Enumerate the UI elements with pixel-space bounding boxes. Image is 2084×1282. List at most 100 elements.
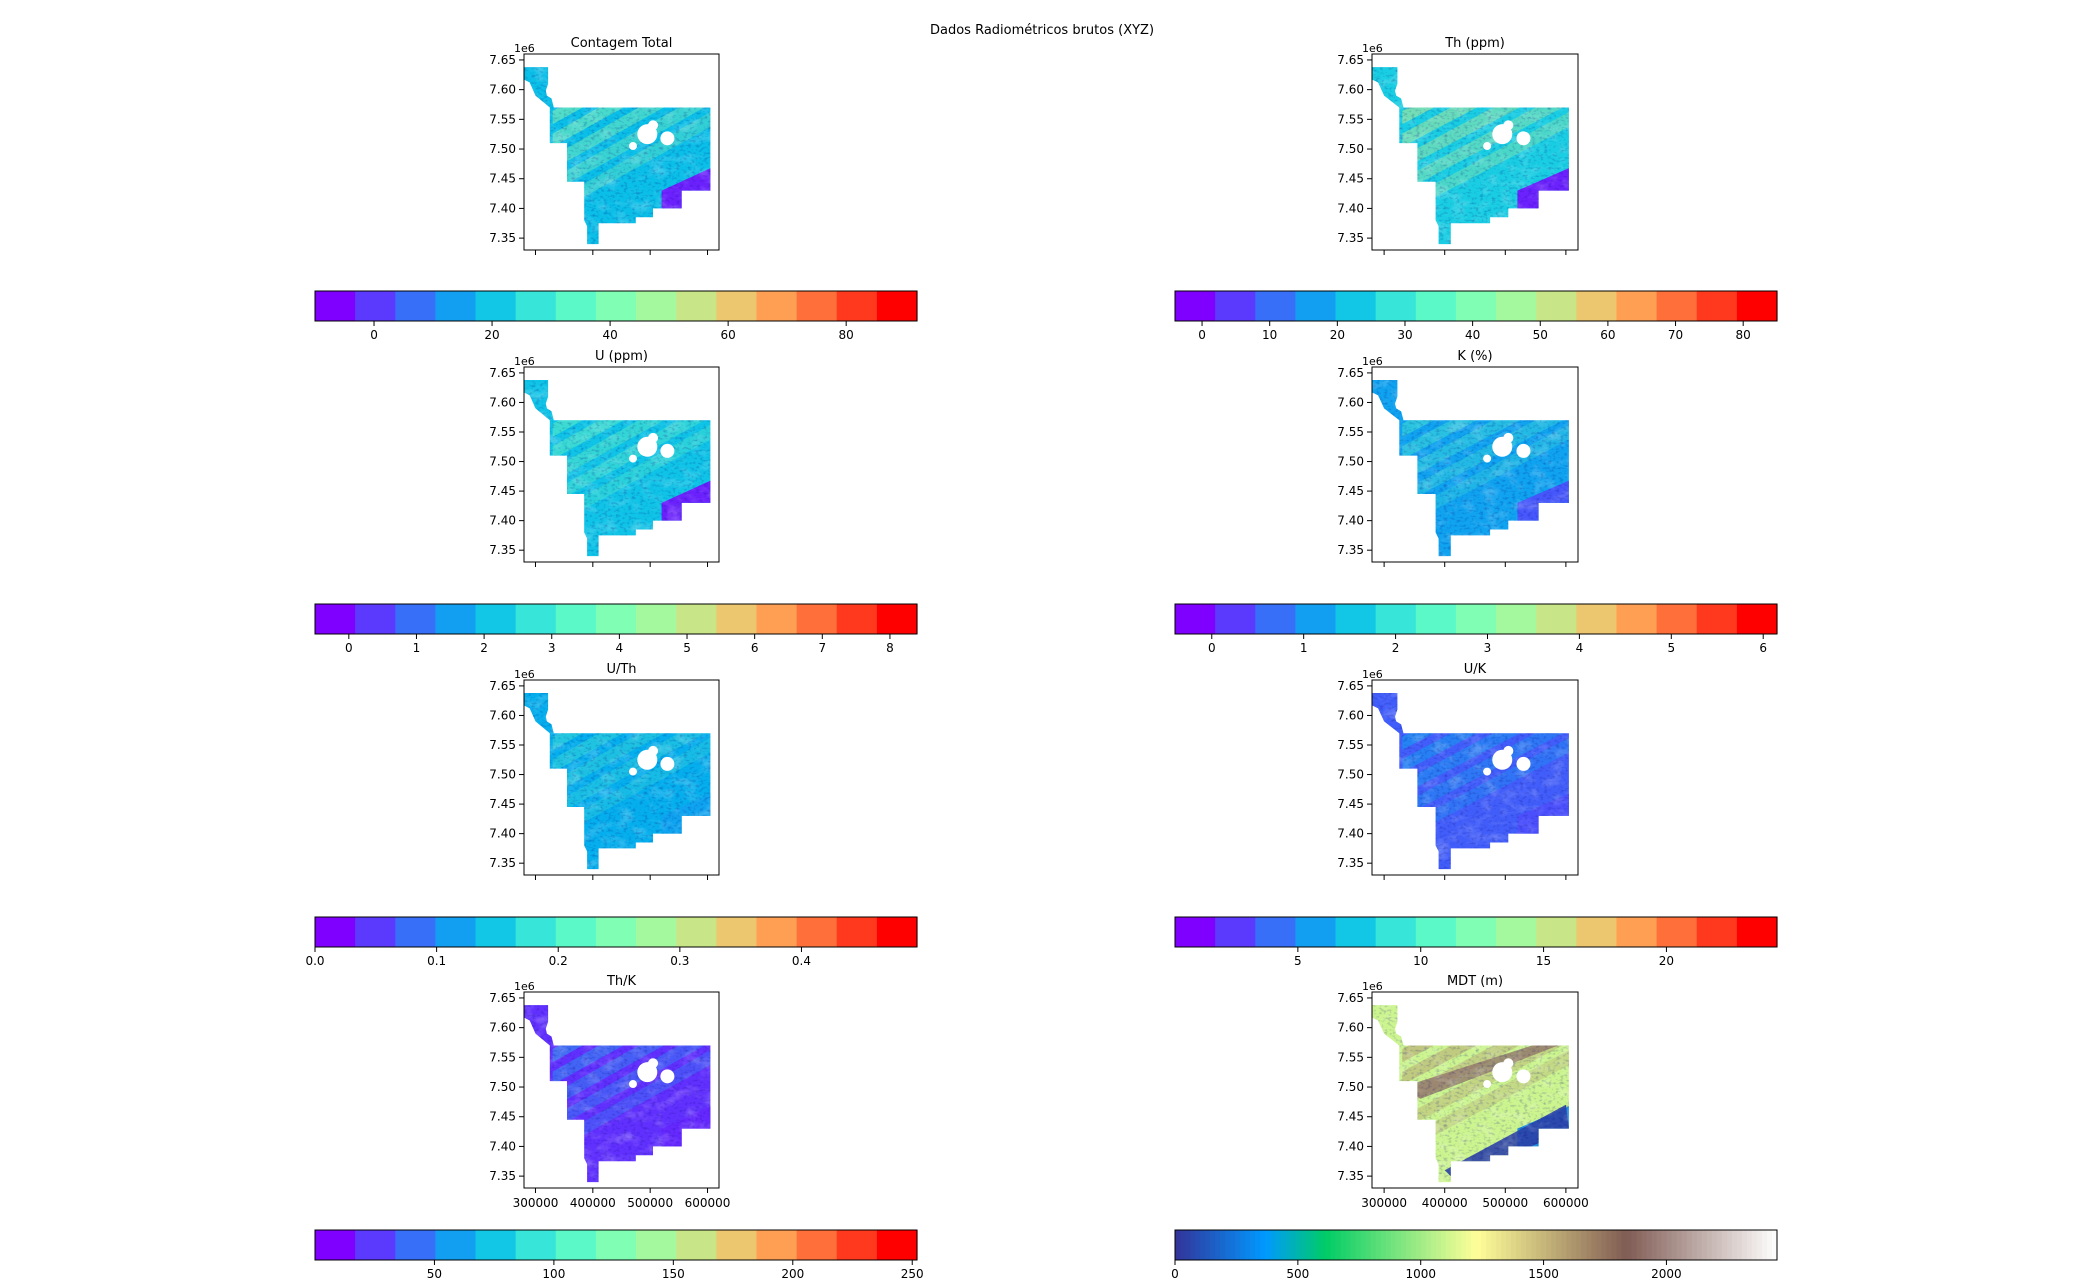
y-tick-label: 7.45 [1337, 172, 1364, 186]
suptitle: Dados Radiométricos brutos (XYZ) [930, 23, 1154, 38]
colorbar-segment [1455, 917, 1497, 947]
y-tick-label: 7.50 [489, 142, 516, 156]
colorbar-segment [1455, 291, 1497, 321]
y-tick-label: 7.40 [1337, 827, 1364, 841]
colorbar-tick-label: 30 [1397, 328, 1412, 342]
colorbar-segment [876, 291, 918, 321]
colorbar-tick-label: 80 [839, 328, 854, 342]
colorbar-segment [716, 1230, 758, 1260]
y-tick-label: 7.65 [489, 366, 516, 380]
colorbar-segment [1460, 1230, 1467, 1260]
colorbar-segment [435, 1230, 477, 1260]
colorbar-frame [314, 1229, 918, 1261]
colorbar-segment [1200, 1230, 1206, 1260]
colorbar-segment [1185, 1230, 1191, 1260]
map-image [1372, 67, 1569, 245]
colorbar-tick-label: 0.2 [549, 954, 568, 968]
colorbar-tick-label: 3 [548, 641, 556, 655]
colorbar-segment [1295, 604, 1337, 634]
y-exponent-label: 1e6 [1362, 668, 1383, 681]
colorbar-segment [315, 604, 356, 634]
colorbar-tick-label: 200 [781, 1267, 804, 1281]
colorbar-tick-label: 2 [480, 641, 488, 655]
colorbar-tick-label: 20 [1330, 328, 1345, 342]
colorbar-tick-label: 8 [886, 641, 894, 655]
colorbar-segment [1335, 604, 1377, 634]
colorbar-segment [1470, 1230, 1477, 1260]
colorbar-segment [1596, 1230, 1603, 1260]
x-tick-label: 600000 [1543, 1196, 1589, 1210]
colorbar-segment [1175, 291, 1216, 321]
colorbar-segment [475, 917, 517, 947]
y-tick-label: 7.40 [489, 201, 516, 215]
y-tick-label: 7.60 [1337, 83, 1364, 97]
colorbar-segment [1536, 1230, 1542, 1260]
colorbar-segment [355, 604, 396, 634]
panel-title: K (%) [1457, 349, 1492, 364]
colorbar-segment [1415, 917, 1457, 947]
colorbar-tick-label: 7 [818, 641, 826, 655]
colorbar-segment [836, 604, 878, 634]
colorbar-tick-label: 100 [542, 1267, 565, 1281]
colorbar-tick-label: 50 [1533, 328, 1548, 342]
y-tick-label: 7.35 [489, 543, 516, 557]
y-tick-label: 7.65 [1337, 679, 1364, 693]
colorbar-tick-label: 1000 [1405, 1267, 1436, 1281]
colorbar-segment [1686, 1230, 1693, 1260]
colorbar-segment [1761, 1230, 1768, 1260]
y-tick-label: 7.35 [489, 856, 516, 870]
colorbar-segment [395, 291, 436, 321]
y-tick-label: 7.40 [489, 1139, 516, 1153]
colorbar-segment [515, 917, 557, 947]
y-tick-label: 7.55 [1337, 738, 1364, 752]
colorbar-segment [315, 1230, 356, 1260]
colorbar-segment [796, 1230, 838, 1260]
map-image [524, 693, 711, 870]
y-tick-label: 7.60 [489, 395, 516, 409]
colorbar-segment [475, 1230, 517, 1260]
colorbar-segment [1325, 1230, 1332, 1260]
x-tick-label: 500000 [1482, 1196, 1528, 1210]
colorbar-segment [1380, 1230, 1387, 1260]
y-tick-label: 7.45 [489, 172, 516, 186]
panel-title: U/Th [606, 662, 636, 677]
colorbar-tick-label: 0.3 [670, 954, 689, 968]
colorbar-segment [1616, 291, 1658, 321]
colorbar-segment [1681, 1230, 1688, 1260]
colorbar-segment [1476, 1230, 1482, 1260]
colorbar-tick-label: 20 [484, 328, 499, 342]
axes-frame [523, 366, 720, 563]
colorbar-segment [1656, 291, 1698, 321]
colorbar-segment [1716, 1230, 1723, 1260]
colorbar-segment [1491, 1230, 1497, 1260]
colorbar-segment [1255, 917, 1296, 947]
colorbar-tick-label: 1 [1300, 641, 1308, 655]
y-tick-label: 7.55 [489, 1050, 516, 1064]
colorbar-segment [1335, 1230, 1342, 1260]
colorbar-segment [876, 604, 918, 634]
colorbar-segment [1656, 604, 1698, 634]
colorbar-segment [1656, 1230, 1663, 1260]
colorbar-segment [1225, 1230, 1231, 1260]
colorbar-segment [1591, 1230, 1597, 1260]
colorbar-segment [1265, 1230, 1271, 1260]
y-tick-label: 7.65 [1337, 991, 1364, 1005]
colorbar-segment [1696, 1230, 1703, 1260]
colorbar-segment [1616, 604, 1658, 634]
colorbar-segment [1651, 1230, 1658, 1260]
colorbar-segment [1536, 291, 1577, 321]
map-image [1372, 380, 1569, 557]
colorbar-frame [314, 916, 918, 948]
colorbar: 5 10 15 20 [1174, 916, 1778, 968]
colorbar-segment [1676, 1230, 1683, 1260]
colorbar-segment [1536, 604, 1577, 634]
colorbar-segment [1581, 1230, 1587, 1260]
colorbar-tick-label: 80 [1736, 328, 1751, 342]
colorbar-segment [1450, 1230, 1457, 1260]
colorbar-segment [1390, 1230, 1397, 1260]
colorbar-tick-label: 150 [662, 1267, 685, 1281]
colorbar-tick-label: 0 [345, 641, 353, 655]
colorbar-segment [1440, 1230, 1447, 1260]
